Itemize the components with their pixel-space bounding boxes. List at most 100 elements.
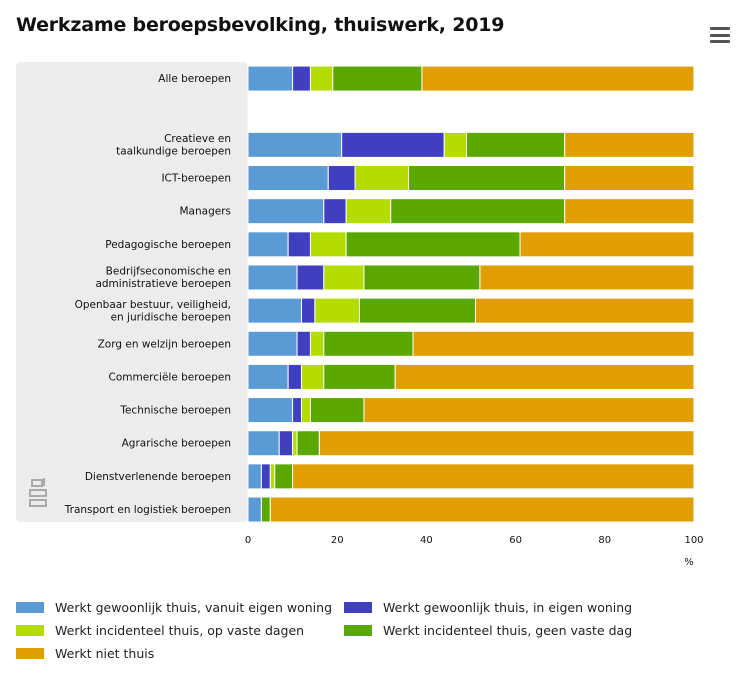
- chart-title: Werkzame beroepsbevolking, thuiswerk, 20…: [16, 14, 505, 36]
- category-label: Managers: [180, 206, 232, 218]
- bar-segment[interactable]: [341, 131, 445, 158]
- bar-segment[interactable]: [292, 397, 303, 424]
- bar-segment[interactable]: [292, 430, 298, 457]
- bar-segment[interactable]: [421, 65, 695, 92]
- legend-swatch: [16, 648, 44, 659]
- legend-item[interactable]: Werkt niet thuis: [16, 646, 344, 661]
- bar-segment[interactable]: [327, 165, 356, 192]
- bar-segment[interactable]: [247, 397, 294, 424]
- bar-segment[interactable]: [269, 463, 276, 490]
- x-tick-label: 100: [684, 535, 703, 546]
- category-label: Bedrijfseconomische en administratieve be…: [95, 266, 231, 291]
- bar-segment[interactable]: [318, 430, 695, 457]
- label-panel: [16, 62, 248, 522]
- bar-segment[interactable]: [247, 496, 262, 523]
- bar-segment[interactable]: [408, 165, 566, 192]
- legend: Werkt gewoonlijk thuis, vanuit eigen won…: [16, 600, 716, 661]
- category-label: Openbaar bestuur, veiligheid, en juridisc…: [75, 299, 231, 324]
- bar-segment[interactable]: [247, 165, 329, 192]
- bar-segment[interactable]: [247, 430, 280, 457]
- bar-segment[interactable]: [269, 496, 695, 523]
- x-tick-label: 0: [245, 535, 251, 546]
- bar-segment[interactable]: [412, 330, 695, 357]
- bar-segment[interactable]: [292, 463, 695, 490]
- bar-segment[interactable]: [363, 264, 481, 291]
- x-tick-label: 20: [331, 535, 344, 546]
- category-label: Commerciële beroepen: [109, 371, 232, 383]
- bar-segment[interactable]: [296, 330, 311, 357]
- bar-segment[interactable]: [474, 297, 695, 324]
- legend-label: Werkt incidenteel thuis, op vaste dagen: [55, 623, 305, 638]
- bar-segment[interactable]: [287, 231, 311, 258]
- bar-segment[interactable]: [247, 363, 289, 390]
- legend-item[interactable]: Werkt gewoonlijk thuis, vanuit eigen won…: [16, 600, 344, 615]
- menu-icon[interactable]: [710, 27, 730, 43]
- bar-segment[interactable]: [354, 165, 410, 192]
- bar-segment[interactable]: [314, 297, 360, 324]
- cbs-logo: [29, 478, 47, 507]
- bar-segment[interactable]: [260, 496, 271, 523]
- bar-segment[interactable]: [323, 198, 347, 225]
- x-tick-label: 60: [509, 535, 522, 546]
- bar-chart: Alle beroepen Creatieve en taalkundige ber…: [16, 62, 704, 568]
- category-label: Alle beroepen: [158, 73, 231, 85]
- bar-segment[interactable]: [323, 264, 365, 291]
- bar-segment[interactable]: [292, 65, 311, 92]
- bar-segment[interactable]: [345, 198, 392, 225]
- x-tick-label: 80: [598, 535, 611, 546]
- bar-segment[interactable]: [247, 231, 289, 258]
- legend-label: Werkt gewoonlijk thuis, vanuit eigen won…: [55, 600, 333, 615]
- bar-segment[interactable]: [309, 330, 325, 357]
- bar-segment[interactable]: [564, 131, 695, 158]
- legend-item[interactable]: Werkt incidenteel thuis, op vaste dagen: [16, 623, 344, 638]
- bar-segment[interactable]: [363, 397, 695, 424]
- bar-segment[interactable]: [247, 463, 262, 490]
- category-label: Transport en logistiek beroepen: [64, 504, 231, 516]
- bar-segment[interactable]: [278, 430, 294, 457]
- bar-segment[interactable]: [301, 297, 316, 324]
- bar-segment[interactable]: [274, 463, 294, 490]
- category-label: Zorg en welzijn beroepen: [98, 338, 231, 350]
- category-label: Pedagogische beroepen: [105, 239, 231, 251]
- bar-segment[interactable]: [390, 198, 566, 225]
- legend-swatch: [344, 602, 372, 613]
- bar-segment[interactable]: [564, 165, 695, 192]
- bar-segment[interactable]: [479, 264, 695, 291]
- bar-segment[interactable]: [466, 131, 566, 158]
- bar-segment[interactable]: [287, 363, 303, 390]
- category-label: Technische beroepen: [119, 405, 231, 417]
- bar-segment[interactable]: [247, 264, 298, 291]
- legend-label: Werkt gewoonlijk thuis, in eigen woning: [383, 600, 633, 615]
- bar-segment[interactable]: [309, 231, 347, 258]
- category-label: Dienstverlenende beroepen: [85, 471, 231, 483]
- x-tick-label: 40: [420, 535, 433, 546]
- bar-segment[interactable]: [247, 330, 298, 357]
- bar-segment[interactable]: [301, 363, 325, 390]
- legend-item[interactable]: Werkt incidenteel thuis, geen vaste dag: [344, 623, 684, 638]
- bar-segment[interactable]: [296, 430, 320, 457]
- bar-segment[interactable]: [247, 65, 294, 92]
- bar-segment[interactable]: [323, 330, 414, 357]
- bar-segment[interactable]: [519, 231, 695, 258]
- bar-segment[interactable]: [332, 65, 423, 92]
- bar-segment[interactable]: [309, 397, 365, 424]
- bar-segment[interactable]: [247, 198, 325, 225]
- bar-segment[interactable]: [309, 65, 334, 92]
- legend-label: Werkt incidenteel thuis, geen vaste dag: [383, 623, 633, 638]
- bar-segment[interactable]: [301, 397, 311, 424]
- bar-segment[interactable]: [564, 198, 695, 225]
- category-label: Creatieve en taalkundige beroepen: [116, 133, 231, 158]
- legend-swatch: [344, 625, 372, 636]
- bar-segment[interactable]: [443, 131, 468, 158]
- bar-segment[interactable]: [260, 463, 271, 490]
- bar-segment[interactable]: [247, 297, 303, 324]
- legend-swatch: [16, 625, 44, 636]
- bar-segment[interactable]: [345, 231, 521, 258]
- bar-segment[interactable]: [323, 363, 396, 390]
- bar-segment[interactable]: [296, 264, 325, 291]
- bar-segment[interactable]: [394, 363, 695, 390]
- category-label: Agrarische beroepen: [122, 438, 231, 450]
- bar-segment[interactable]: [247, 131, 343, 158]
- legend-item[interactable]: Werkt gewoonlijk thuis, in eigen woning: [344, 600, 684, 615]
- bar-segment[interactable]: [359, 297, 476, 324]
